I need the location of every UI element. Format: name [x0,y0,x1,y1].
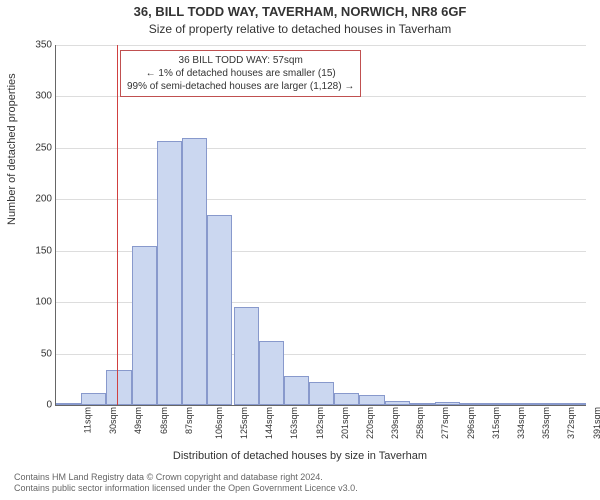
gridline [56,199,586,200]
histogram-bar [385,401,410,405]
property-marker-line [117,45,118,405]
x-tick-label: 201sqm [340,407,350,439]
x-tick-label: 239sqm [390,407,400,439]
histogram-bar [334,393,359,405]
x-axis-label: Distribution of detached houses by size … [0,450,600,462]
x-tick-label: 220sqm [365,407,375,439]
histogram-bar [561,403,586,405]
annotation-box: 36 BILL TODD WAY: 57sqm← 1% of detached … [120,50,361,97]
y-tick-label: 200 [35,194,52,205]
histogram-bar [510,403,535,405]
histogram-bar [435,402,460,405]
y-tick-label: 0 [46,400,52,411]
histogram-bar [359,395,384,405]
histogram-bar [284,376,309,405]
histogram-bar [132,246,157,405]
x-tick-label: 49sqm [133,407,143,434]
histogram-bar [460,403,485,405]
histogram-bar [106,370,131,405]
histogram-bar [56,403,81,405]
histogram-bar [234,307,259,405]
histogram-bar [309,382,334,405]
footer-line-2: Contains public sector information licen… [14,483,358,494]
footer-line-1: Contains HM Land Registry data © Crown c… [14,472,358,483]
histogram-bar [157,141,182,405]
x-tick-label: 296sqm [466,407,476,439]
attribution-footer: Contains HM Land Registry data © Crown c… [14,472,358,494]
x-tick-label: 11sqm [82,407,92,433]
y-tick-label: 100 [35,297,52,308]
x-tick-label: 353sqm [541,407,551,439]
x-tick-label: 87sqm [184,407,194,434]
x-tick-label: 391sqm [592,407,600,439]
x-tick-label: 106sqm [214,407,224,439]
x-tick-label: 182sqm [315,407,325,439]
x-tick-label: 125sqm [239,407,249,439]
y-tick-label: 250 [35,142,52,153]
plot-area: 05010015020025030035011sqm30sqm49sqm68sq… [55,45,586,406]
histogram-bar [207,215,232,405]
histogram-bar [81,393,106,405]
histogram-bar [182,138,207,405]
annotation-line-2: ← 1% of detached houses are smaller (15) [127,67,354,80]
x-tick-label: 68sqm [159,407,169,434]
x-tick-label: 334sqm [516,407,526,439]
y-tick-label: 350 [35,40,52,51]
histogram-bar [485,403,510,405]
chart-title-line-2: Size of property relative to detached ho… [0,22,600,36]
annotation-line-1: 36 BILL TODD WAY: 57sqm [127,54,354,67]
x-tick-label: 315sqm [491,407,501,439]
x-tick-label: 277sqm [440,407,450,439]
y-tick-label: 150 [35,245,52,256]
x-tick-label: 258sqm [415,407,425,439]
gridline [56,148,586,149]
x-tick-label: 163sqm [289,407,299,439]
x-tick-label: 30sqm [108,407,118,434]
histogram-bar [536,403,561,405]
histogram-bar [259,341,284,405]
x-tick-label: 372sqm [566,407,576,439]
gridline [56,45,586,46]
x-tick-label: 144sqm [264,407,274,439]
y-axis-label: Number of detached properties [6,73,18,225]
y-tick-label: 300 [35,91,52,102]
chart-title-line-1: 36, BILL TODD WAY, TAVERHAM, NORWICH, NR… [0,4,600,19]
histogram-bar [410,403,435,405]
y-tick-label: 50 [41,348,52,359]
annotation-line-3: 99% of semi-detached houses are larger (… [127,80,354,93]
